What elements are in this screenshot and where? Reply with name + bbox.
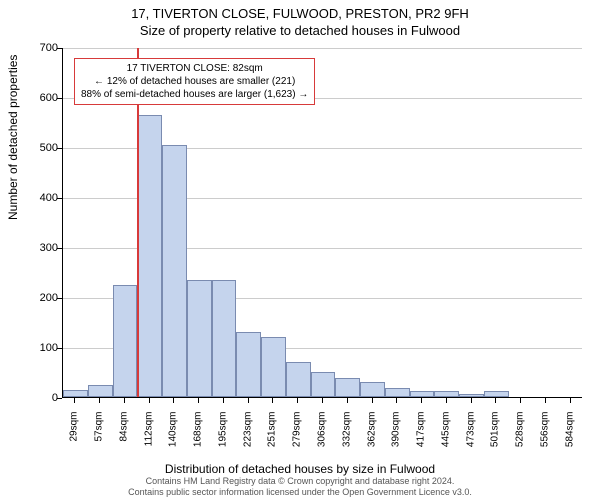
histogram-bar — [63, 390, 88, 398]
annotation-box: 17 TIVERTON CLOSE: 82sqm ← 12% of detach… — [74, 58, 315, 105]
x-tick-mark — [520, 398, 521, 403]
y-tick-label: 400 — [28, 192, 58, 204]
y-tick-label: 300 — [28, 242, 58, 254]
x-axis-label: Distribution of detached houses by size … — [0, 462, 600, 476]
footer-line2: Contains public sector information licen… — [0, 487, 600, 498]
x-tick-label: 195sqm — [217, 412, 228, 457]
x-tick-mark — [198, 398, 199, 403]
y-tick-label: 500 — [28, 142, 58, 154]
x-tick-mark — [99, 398, 100, 403]
histogram-bar — [459, 394, 484, 397]
x-tick-label: 584sqm — [564, 412, 575, 457]
x-tick-mark — [272, 398, 273, 403]
annotation-line3: 88% of semi-detached houses are larger (… — [81, 88, 308, 101]
x-tick-label: 84sqm — [118, 412, 129, 457]
x-tick-label: 29sqm — [69, 412, 80, 457]
x-tick-label: 223sqm — [242, 412, 253, 457]
x-tick-mark — [322, 398, 323, 403]
title-subtitle: Size of property relative to detached ho… — [0, 21, 600, 38]
title-address: 17, TIVERTON CLOSE, FULWOOD, PRESTON, PR… — [0, 0, 600, 21]
x-tick-mark — [297, 398, 298, 403]
x-tick-label: 556sqm — [539, 412, 550, 457]
histogram-bar — [434, 391, 459, 397]
x-tick-label: 362sqm — [366, 412, 377, 457]
x-tick-label: 251sqm — [267, 412, 278, 457]
x-tick-mark — [570, 398, 571, 403]
x-tick-label: 332sqm — [341, 412, 352, 457]
annotation-line2: ← 12% of detached houses are smaller (22… — [81, 75, 308, 88]
y-tick-label: 0 — [28, 392, 58, 404]
x-tick-mark — [248, 398, 249, 403]
histogram-bar — [236, 332, 261, 397]
histogram-bar — [113, 285, 138, 398]
histogram-bar — [162, 145, 187, 398]
y-tick-label: 100 — [28, 342, 58, 354]
chart-container: 17, TIVERTON CLOSE, FULWOOD, PRESTON, PR… — [0, 0, 600, 500]
histogram-bar — [335, 378, 360, 397]
x-tick-mark — [74, 398, 75, 403]
x-tick-mark — [471, 398, 472, 403]
histogram-bar — [261, 337, 286, 397]
x-tick-mark — [495, 398, 496, 403]
x-tick-label: 140sqm — [168, 412, 179, 457]
histogram-bar — [286, 362, 311, 397]
y-tick-label: 200 — [28, 292, 58, 304]
gridline — [63, 48, 582, 49]
x-tick-label: 279sqm — [292, 412, 303, 457]
x-tick-mark — [347, 398, 348, 403]
histogram-bar — [311, 372, 336, 397]
x-tick-label: 57sqm — [94, 412, 105, 457]
x-tick-label: 112sqm — [143, 412, 154, 457]
x-tick-label: 501sqm — [490, 412, 501, 457]
x-tick-mark — [446, 398, 447, 403]
x-tick-mark — [149, 398, 150, 403]
x-tick-mark — [372, 398, 373, 403]
y-tick-label: 600 — [28, 92, 58, 104]
histogram-bar — [88, 385, 113, 398]
histogram-bar — [360, 382, 385, 397]
histogram-bar — [484, 391, 509, 397]
histogram-bar — [385, 388, 410, 397]
histogram-bar — [410, 391, 435, 397]
x-tick-label: 528sqm — [515, 412, 526, 457]
x-tick-label: 306sqm — [317, 412, 328, 457]
annotation-line1: 17 TIVERTON CLOSE: 82sqm — [81, 62, 308, 75]
x-tick-mark — [396, 398, 397, 403]
x-tick-label: 445sqm — [440, 412, 451, 457]
x-tick-label: 417sqm — [416, 412, 427, 457]
x-tick-label: 473sqm — [465, 412, 476, 457]
x-tick-label: 390sqm — [391, 412, 402, 457]
x-tick-mark — [223, 398, 224, 403]
x-tick-mark — [545, 398, 546, 403]
y-tick-label: 700 — [28, 42, 58, 54]
x-tick-mark — [421, 398, 422, 403]
histogram-bar — [137, 115, 162, 398]
x-tick-label: 168sqm — [193, 412, 204, 457]
footer-line1: Contains HM Land Registry data © Crown c… — [0, 476, 600, 487]
histogram-bar — [212, 280, 237, 398]
x-tick-mark — [124, 398, 125, 403]
histogram-bar — [187, 280, 212, 398]
y-axis-label: Number of detached properties — [6, 55, 20, 220]
x-tick-mark — [173, 398, 174, 403]
footer: Contains HM Land Registry data © Crown c… — [0, 476, 600, 498]
